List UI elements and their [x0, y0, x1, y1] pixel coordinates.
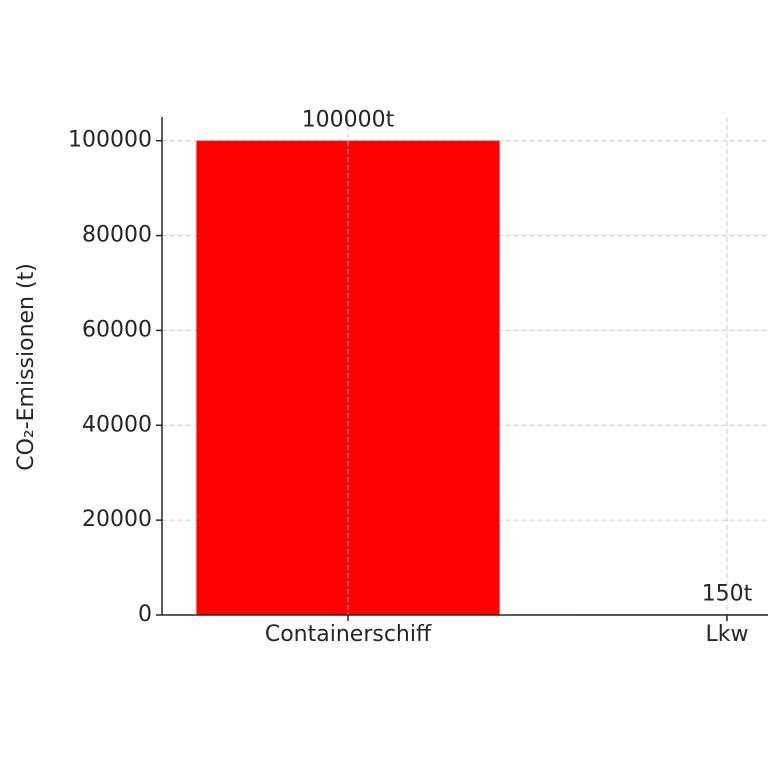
y-axis-label: CO₂-Emissionen (t) [14, 263, 39, 471]
x-tick-label: Containerschiff [265, 622, 432, 647]
x-tick-label: Lkw [706, 622, 749, 647]
y-tick-label: 40000 [82, 412, 152, 437]
value-label: 150t [702, 581, 753, 606]
y-tick-label: 60000 [82, 317, 152, 342]
y-tick-label: 80000 [82, 223, 152, 248]
y-tick-label: 100000 [68, 128, 152, 153]
value-label: 100000t [302, 108, 395, 133]
y-tick-label: 0 [138, 602, 152, 627]
y-tick-label: 20000 [82, 507, 152, 532]
